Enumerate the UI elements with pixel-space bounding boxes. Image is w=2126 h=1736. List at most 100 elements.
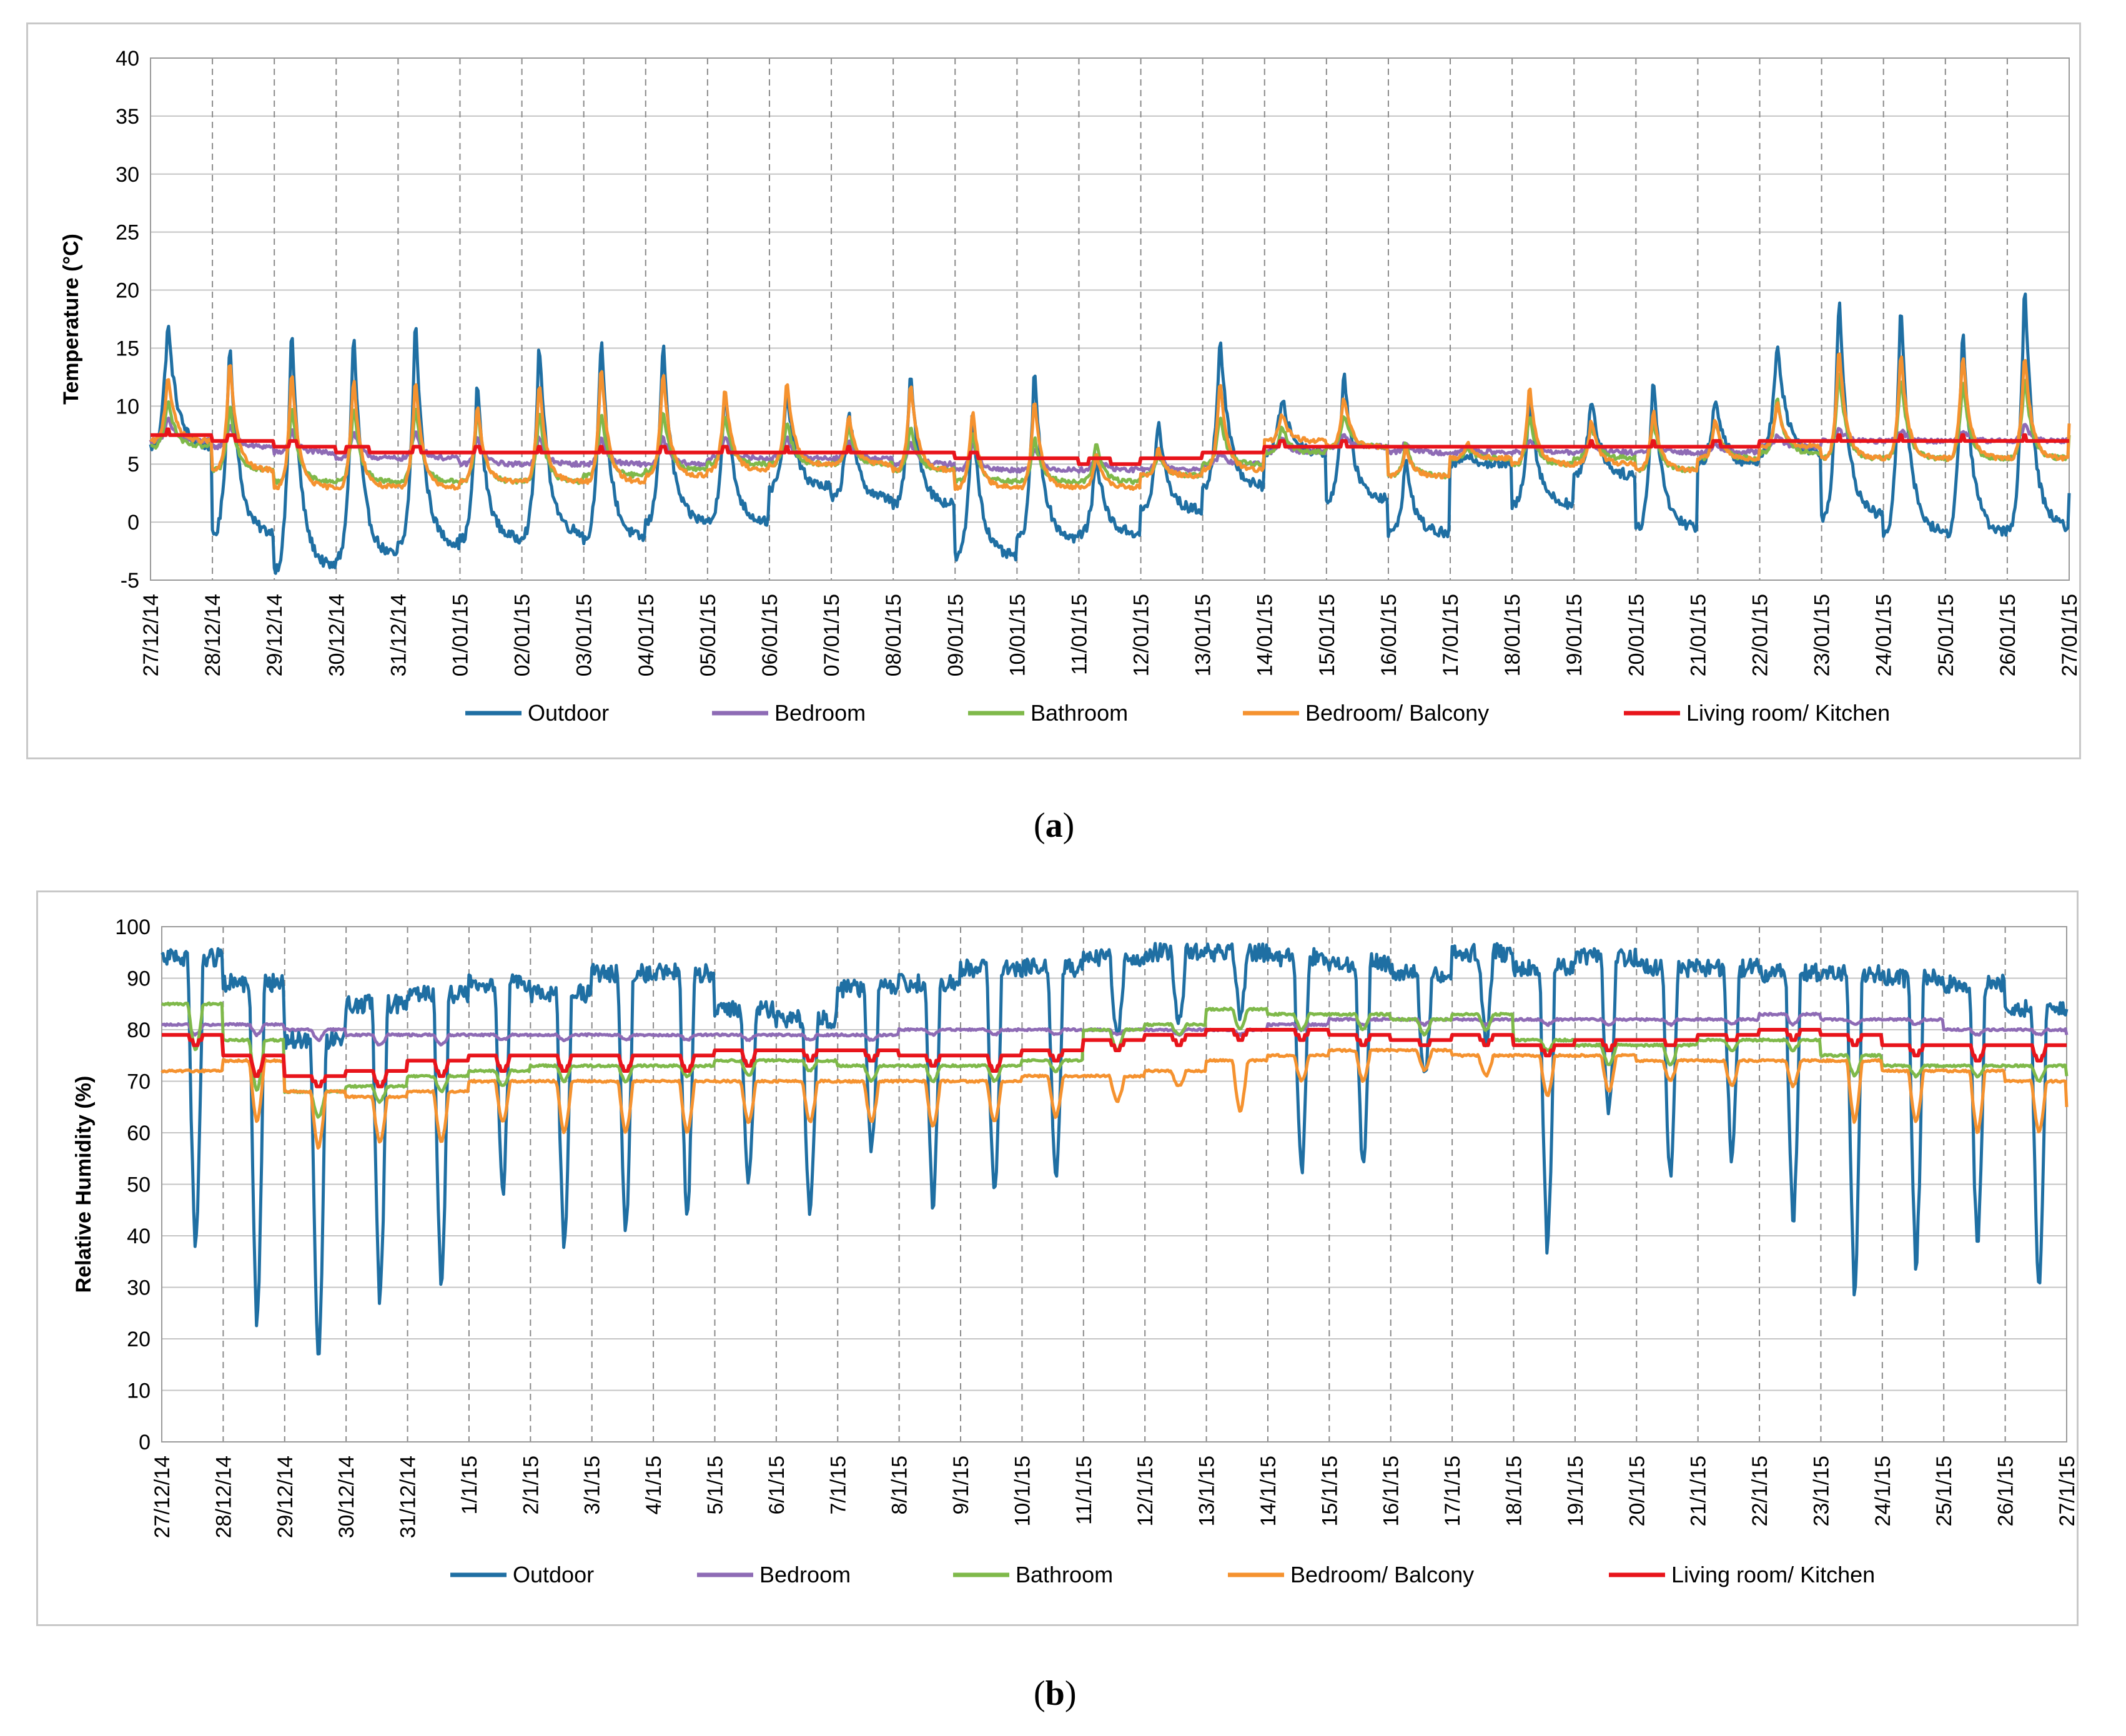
- y-tick-label: 100: [115, 915, 151, 939]
- legend: Outdoor Bedroom Bathroom Bedroom/ Balcony Li…: [465, 700, 1890, 726]
- x-tick-label: 12/1/15: [1134, 1456, 1157, 1526]
- x-tick-label: 15/1/15: [1318, 1456, 1342, 1526]
- x-tick-label: 22/01/15: [1749, 594, 1772, 676]
- x-tick-label: 02/01/15: [511, 594, 535, 676]
- x-tick-label: 3/1/15: [581, 1456, 605, 1515]
- y-tick-label: 0: [127, 511, 139, 535]
- x-tick-label: 29/12/14: [263, 594, 287, 676]
- x-tick-label: 5/1/15: [703, 1456, 727, 1515]
- legend-label: Bathroom: [1031, 700, 1128, 726]
- x-tick-label: 12/01/15: [1130, 594, 1154, 676]
- legend-label: Living room/ Kitchen: [1686, 700, 1890, 726]
- x-tick-label: 31/12/14: [397, 1456, 420, 1538]
- x-tick-label: 2/1/15: [519, 1456, 543, 1515]
- x-tick-label: 25/01/15: [1934, 594, 1958, 676]
- y-tick-label: 30: [116, 163, 139, 187]
- series-line-bedroom-balcony: [149, 352, 2071, 491]
- x-tick-label: 7/1/15: [826, 1456, 850, 1515]
- series-line-outdoor: [149, 292, 2071, 575]
- x-tick-label: 07/01/15: [820, 594, 844, 676]
- x-tick-label: 08/01/15: [882, 594, 906, 676]
- x-tick-label: 1/1/15: [458, 1456, 482, 1515]
- x-tick-label: 27/12/14: [151, 1456, 174, 1538]
- x-tick-label: 22/1/15: [1748, 1456, 1772, 1526]
- y-tick-label: 30: [127, 1276, 151, 1300]
- x-tick-label: 01/01/15: [448, 594, 472, 676]
- x-tick-label: 11/1/15: [1072, 1456, 1096, 1525]
- y-axis-label: Temperature (°C): [59, 234, 83, 405]
- y-tick-label: 90: [127, 967, 151, 991]
- x-tick-label: 23/01/15: [1811, 594, 1834, 676]
- legend-label: Outdoor: [528, 700, 609, 726]
- x-tick-label: 27/12/14: [139, 594, 163, 676]
- y-tick-label: 40: [127, 1225, 151, 1248]
- y-tick-label: 15: [116, 337, 139, 360]
- x-tick-label: 29/12/14: [274, 1456, 297, 1538]
- series-line-bedroom: [161, 1012, 2069, 1047]
- x-tick-label: 31/12/14: [387, 594, 410, 676]
- x-tick-label: 11/01/15: [1067, 594, 1091, 675]
- chart-b: 0 10 20 30 40 50 60 70 80 90 100 27/12/14 28/12/14 29…: [72, 915, 2079, 1587]
- y-tick-label: 50: [127, 1173, 151, 1197]
- y-tick-label: 70: [127, 1070, 151, 1094]
- legend-label: Outdoor: [513, 1562, 594, 1587]
- x-tick-label: 26/1/15: [1994, 1456, 2018, 1526]
- x-tick-label: 6/1/15: [765, 1456, 789, 1515]
- x-tick-label: 18/1/15: [1503, 1456, 1526, 1526]
- y-tick-label: 60: [127, 1122, 151, 1145]
- x-tick-label: 30/12/14: [325, 594, 349, 676]
- x-tick-label: 14/01/15: [1253, 594, 1277, 676]
- x-tick-label: 27/01/15: [2058, 594, 2079, 676]
- x-tick-label: 03/01/15: [573, 594, 596, 676]
- y-tick-label: 80: [127, 1018, 151, 1042]
- x-tick-label: 17/1/15: [1441, 1456, 1465, 1526]
- x-tick-label: 16/1/15: [1380, 1456, 1403, 1526]
- x-tick-label: 13/01/15: [1192, 594, 1215, 676]
- caption-b: (b): [1034, 1674, 1077, 1713]
- x-tick-label: 17/01/15: [1439, 594, 1463, 676]
- x-tick-label: 21/01/15: [1686, 594, 1710, 676]
- x-tick-label: 24/1/15: [1871, 1456, 1895, 1526]
- y-tick-label: 20: [116, 279, 139, 303]
- y-tick-label: 20: [127, 1328, 151, 1351]
- legend: Outdoor Bedroom Bathroom Bedroom/ Balcony Li…: [450, 1562, 1875, 1587]
- x-tick-label: 14/1/15: [1257, 1456, 1280, 1526]
- y-tick-label: 40: [116, 47, 139, 71]
- x-tick-label: 09/01/15: [944, 594, 967, 676]
- y-axis-label: Relative Humidity (%): [72, 1076, 96, 1293]
- x-tick-label: 19/1/15: [1564, 1456, 1588, 1526]
- x-tick-label: 10/01/15: [1006, 594, 1029, 676]
- legend-label: Bedroom/ Balcony: [1290, 1562, 1474, 1587]
- legend-label: Bedroom: [759, 1562, 851, 1587]
- series-line-bedroom: [149, 417, 2071, 474]
- x-tick-label: 26/01/15: [1996, 594, 2020, 676]
- y-tick-label: -5: [121, 569, 139, 593]
- x-tick-label: 04/01/15: [635, 594, 658, 676]
- series-line-outdoor: [161, 942, 2069, 1356]
- x-tick-label: 4/1/15: [642, 1456, 666, 1515]
- x-tick-label: 9/1/15: [949, 1456, 973, 1515]
- x-tick-label: 16/01/15: [1377, 594, 1401, 676]
- x-tick-label: 24/01/15: [1872, 594, 1896, 676]
- x-tick-label: 19/01/15: [1563, 594, 1586, 676]
- x-tick-label: 13/1/15: [1195, 1456, 1219, 1526]
- x-tick-label: 25/1/15: [1932, 1456, 1956, 1526]
- x-tick-label: 20/01/15: [1624, 594, 1648, 676]
- x-tick-label: 15/01/15: [1315, 594, 1339, 676]
- legend-label: Living room/ Kitchen: [1671, 1562, 1875, 1587]
- plot-area: [161, 926, 2067, 1443]
- plot-area: [150, 57, 2070, 581]
- x-tick-label: 27/1/15: [2055, 1456, 2077, 1526]
- series-line-living-room-kitchen: [150, 427, 2070, 466]
- x-tick-label: 06/01/15: [758, 594, 782, 676]
- chart-panel-a: -5 0 5 10 15 20 25 30 35 40 27/12/14 28/12/14 29/12/…: [26, 22, 2082, 759]
- x-tick-label: 10/1/15: [1011, 1456, 1034, 1526]
- x-tick-label: 21/1/15: [1687, 1456, 1711, 1526]
- y-tick-label: 35: [116, 105, 139, 129]
- y-tick-label: 10: [127, 1379, 151, 1403]
- y-tick-label: 10: [116, 395, 139, 418]
- y-tick-label: 5: [127, 453, 139, 476]
- legend-label: Bedroom/ Balcony: [1305, 700, 1489, 726]
- series-line-living-room-kitchen: [161, 1028, 2067, 1088]
- x-tick-label: 23/1/15: [1809, 1456, 1833, 1526]
